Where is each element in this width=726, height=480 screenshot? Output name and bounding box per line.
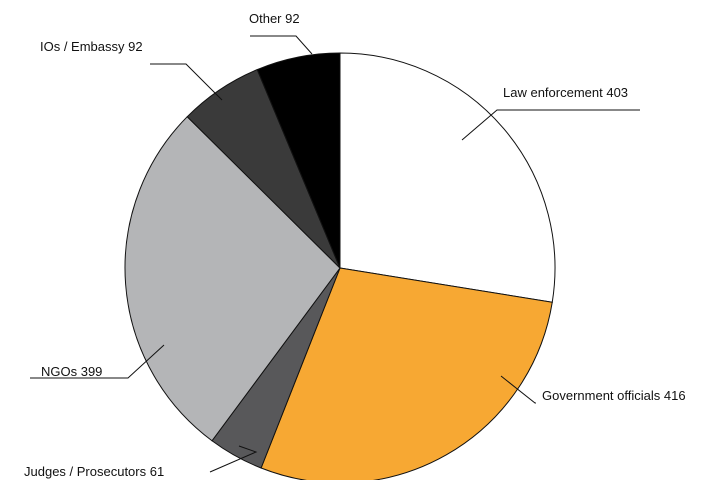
slice-label-other: Other 92 xyxy=(249,11,300,26)
slice-label-government-officials: Government officials 416 xyxy=(542,388,686,403)
pie-slice-law-enforcement xyxy=(339,52,556,303)
leader-line-government-officials xyxy=(500,375,536,404)
leader-line-law-enforcement xyxy=(461,109,640,141)
pie-slices xyxy=(124,52,556,480)
slice-label-law-enforcement: Law enforcement 403 xyxy=(503,85,628,100)
slice-label-ngos: NGOs 399 xyxy=(41,364,102,379)
slice-label-ios-embassy: IOs / Embassy 92 xyxy=(40,39,143,54)
pie-slice-ngos xyxy=(124,116,341,442)
leader-line-judges-prosecutors xyxy=(209,445,258,473)
leader-lines xyxy=(30,35,640,473)
leader-line-ngos xyxy=(30,344,165,379)
leader-line-other xyxy=(250,35,313,55)
pie-slice-other xyxy=(256,52,341,269)
slice-labels: Law enforcement 403 Government officials … xyxy=(24,11,686,479)
leader-line-ios-embassy xyxy=(150,63,223,101)
slice-label-judges-prosecutors: Judges / Prosecutors 61 xyxy=(24,464,164,479)
pie-slice-government-officials xyxy=(260,267,553,480)
